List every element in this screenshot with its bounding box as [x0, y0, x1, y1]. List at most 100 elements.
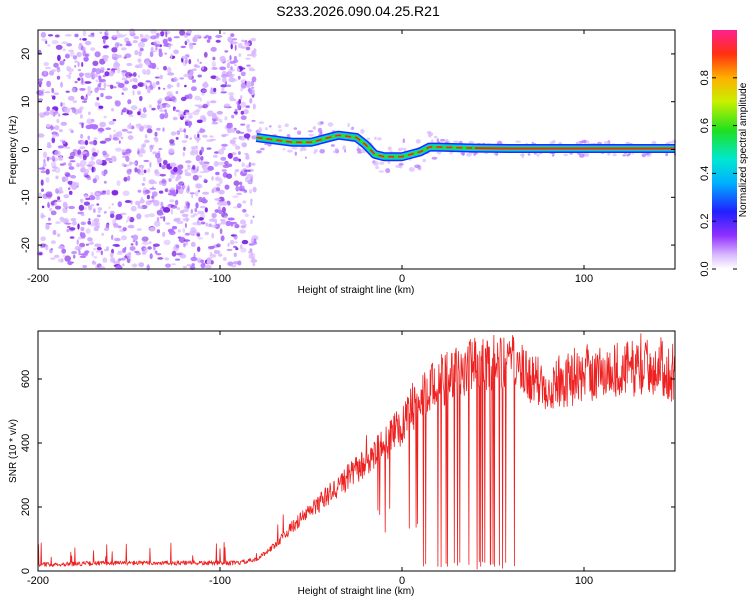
- noise-speckle: [92, 139, 98, 146]
- noise-speckle: [231, 221, 238, 225]
- noise-speckle: [241, 162, 245, 168]
- noise-speckle: [235, 185, 240, 192]
- noise-speckle: [103, 46, 108, 49]
- noise-speckle: [106, 68, 111, 71]
- noise-speckle: [41, 205, 45, 209]
- snr-y-tick-label: 600: [20, 370, 32, 388]
- noise-speckle: [216, 183, 221, 187]
- noise-speckle: [209, 260, 214, 265]
- noise-speckle: [202, 191, 210, 195]
- noise-speckle: [243, 189, 248, 193]
- noise-speckle: [76, 52, 79, 57]
- track-speckle: [312, 126, 316, 130]
- noise-speckle: [77, 68, 82, 72]
- noise-speckle: [149, 51, 154, 58]
- noise-speckle: [54, 125, 60, 131]
- noise-speckle: [185, 241, 188, 245]
- noise-speckle: [199, 61, 202, 64]
- noise-speckle: [88, 111, 91, 116]
- colorbar-gradient: [712, 30, 737, 269]
- noise-speckle: [57, 54, 61, 62]
- noise-speckle: [58, 113, 61, 117]
- noise-speckle: [94, 101, 99, 107]
- noise-speckle: [122, 227, 127, 232]
- noise-speckle: [86, 118, 93, 125]
- noise-speckle: [67, 187, 71, 191]
- noise-speckle: [138, 152, 144, 158]
- noise-speckle: [121, 77, 128, 81]
- noise-speckle: [106, 246, 109, 252]
- noise-speckle: [157, 104, 160, 110]
- noise-speckle: [159, 104, 163, 110]
- noise-speckle: [127, 76, 131, 79]
- noise-speckle: [211, 224, 217, 228]
- noise-speckle: [84, 168, 90, 174]
- noise-speckle: [56, 75, 61, 80]
- noise-speckle: [183, 115, 187, 119]
- noise-speckle: [65, 90, 70, 93]
- track-speckle: [268, 125, 272, 128]
- noise-speckle: [118, 140, 121, 144]
- noise-speckle: [175, 244, 180, 248]
- noise-speckle: [117, 225, 122, 229]
- noise-speckle: [67, 261, 73, 266]
- noise-speckle: [77, 211, 85, 215]
- noise-speckle: [83, 98, 87, 101]
- noise-speckle: [245, 46, 251, 51]
- noise-speckle: [71, 87, 76, 93]
- snr-y-tick-label: 200: [20, 498, 32, 516]
- noise-speckle: [240, 95, 243, 100]
- noise-speckle: [226, 84, 232, 87]
- noise-speckle: [72, 100, 78, 104]
- noise-speckle: [177, 229, 181, 233]
- noise-speckle: [170, 204, 178, 209]
- track-speckle: [579, 153, 585, 158]
- figure-title: S233.2026.090.04.25.R21: [276, 3, 440, 19]
- noise-speckle: [128, 73, 134, 77]
- noise-speckle: [218, 206, 221, 211]
- track-speckle: [287, 149, 293, 153]
- noise-speckle: [159, 109, 165, 112]
- noise-speckle: [191, 263, 195, 267]
- noise-speckle: [187, 164, 190, 167]
- noise-speckle: [140, 197, 143, 200]
- noise-speckle: [149, 187, 157, 190]
- noise-speckle: [204, 231, 209, 236]
- spectrogram-noise: [36, 28, 259, 271]
- spectrogram-x-label: Height of straight line (km): [298, 285, 415, 296]
- noise-speckle: [125, 43, 132, 47]
- noise-speckle: [147, 246, 152, 250]
- noise-speckle: [56, 118, 60, 124]
- noise-speckle: [99, 70, 105, 73]
- noise-speckle: [143, 169, 147, 174]
- track-speckle: [665, 152, 669, 157]
- noise-speckle: [98, 105, 104, 109]
- noise-speckle: [90, 204, 95, 207]
- noise-speckle: [165, 263, 171, 268]
- noise-speckle: [220, 84, 227, 88]
- noise-speckle: [189, 230, 195, 236]
- noise-speckle: [212, 56, 216, 61]
- noise-speckle: [200, 221, 206, 225]
- noise-speckle: [84, 72, 92, 79]
- noise-speckle: [144, 139, 150, 144]
- noise-speckle: [129, 246, 136, 251]
- noise-speckle: [68, 128, 73, 131]
- noise-speckle: [247, 54, 252, 57]
- noise-speckle: [117, 131, 123, 138]
- noise-speckle: [88, 242, 94, 245]
- noise-speckle: [96, 246, 102, 251]
- noise-speckle: [53, 254, 60, 259]
- noise-speckle: [140, 149, 146, 154]
- noise-speckle: [158, 51, 163, 58]
- noise-speckle: [175, 253, 183, 256]
- noise-speckle: [139, 113, 147, 119]
- snr-y-axis: 0 200 400 600: [20, 370, 675, 574]
- noise-speckle: [198, 217, 204, 221]
- noise-speckle: [68, 205, 75, 210]
- noise-speckle: [246, 125, 250, 132]
- noise-speckle: [240, 71, 246, 77]
- noise-speckle: [132, 72, 137, 77]
- noise-speckle: [169, 199, 175, 203]
- noise-speckle: [213, 154, 218, 158]
